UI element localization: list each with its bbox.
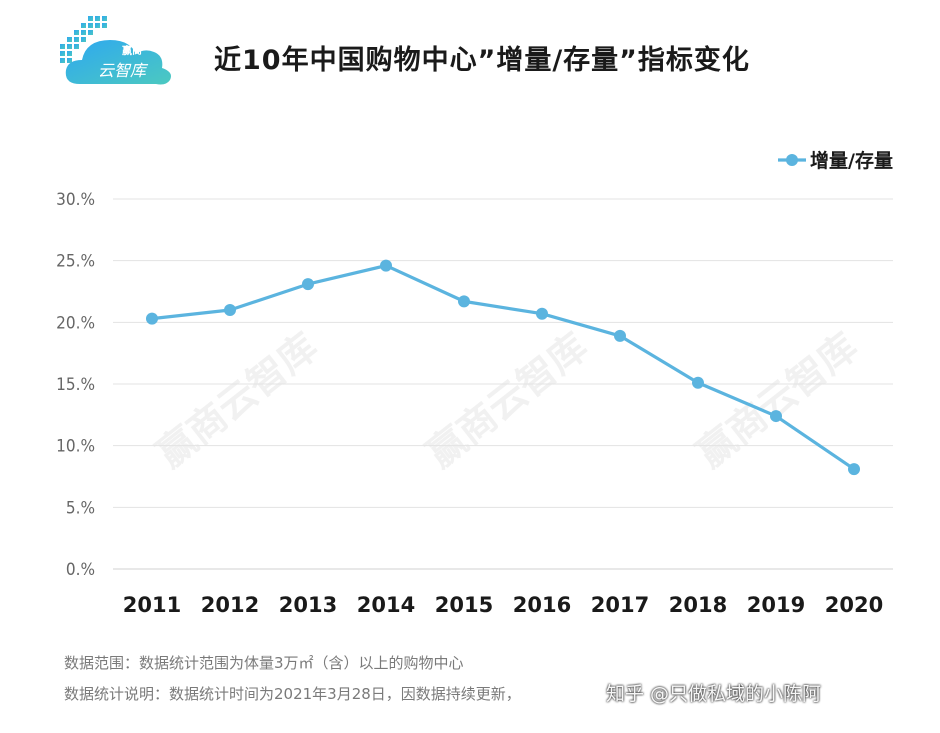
x-tick-label: 2017 [591,593,649,617]
zhihu-watermark: 知乎 @只做私域的小陈阿 [606,683,822,705]
legend-label: 增量/存量 [810,149,893,172]
y-tick-label: 30.% [56,190,95,210]
legend-marker [786,154,798,166]
data-point [146,312,158,325]
x-tick-label: 2020 [825,593,883,617]
y-tick-label: 5.% [66,498,95,518]
data-scope-note: 数据范围：数据统计范围为体量3万㎡（含）以上的购物中心 [64,654,464,672]
x-tick-label: 2015 [435,593,493,617]
yingshang-logo: 赢商 云智库 [60,16,171,85]
series-line [151,264,855,471]
y-tick-label: 25.% [56,252,95,272]
data-point [458,295,470,308]
data-point [770,410,782,423]
page-title: 近10年中国购物中心”增量/存量”指标变化 [214,45,750,76]
y-axis-ticks: 0.% 5.% 10.% 15.% 20.% 25.% 30.% [56,190,95,580]
logo-text-bottom: 云智库 [98,61,149,80]
data-point [380,259,392,272]
logo-text-top: 赢商 [122,44,142,57]
data-point [692,376,704,389]
data-point [614,329,626,342]
x-tick-label: 2011 [123,593,181,617]
x-tick-label: 2013 [279,593,337,617]
y-tick-label: 15.% [56,375,95,395]
data-point [848,463,860,476]
chart-grid [113,198,893,570]
chart-legend: 增量/存量 [778,149,893,172]
y-tick-label: 0.% [66,560,95,580]
chart-series [146,259,860,476]
data-point [224,304,236,316]
x-tick-label: 2019 [747,593,805,617]
x-tick-label: 2016 [513,593,571,617]
data-point [302,278,314,291]
data-stats-note: 数据统计说明：数据统计时间为2021年3月28日，因数据持续更新， [64,685,521,703]
line-chart: 0.%5.%10.%15.%20.%25.%30.% 2011 2012 2013 2… [56,149,893,617]
x-axis-ticks: 2011 2012 2013 2014 2015 2016 2017 2018 2019 2020 [123,593,883,617]
y-tick-label: 10.% [56,437,95,457]
data-point [536,307,548,320]
x-tick-label: 2012 [201,593,259,617]
x-tick-label: 2018 [669,593,727,617]
y-tick-label: 20.% [56,313,95,333]
x-tick-label: 2014 [357,593,415,617]
